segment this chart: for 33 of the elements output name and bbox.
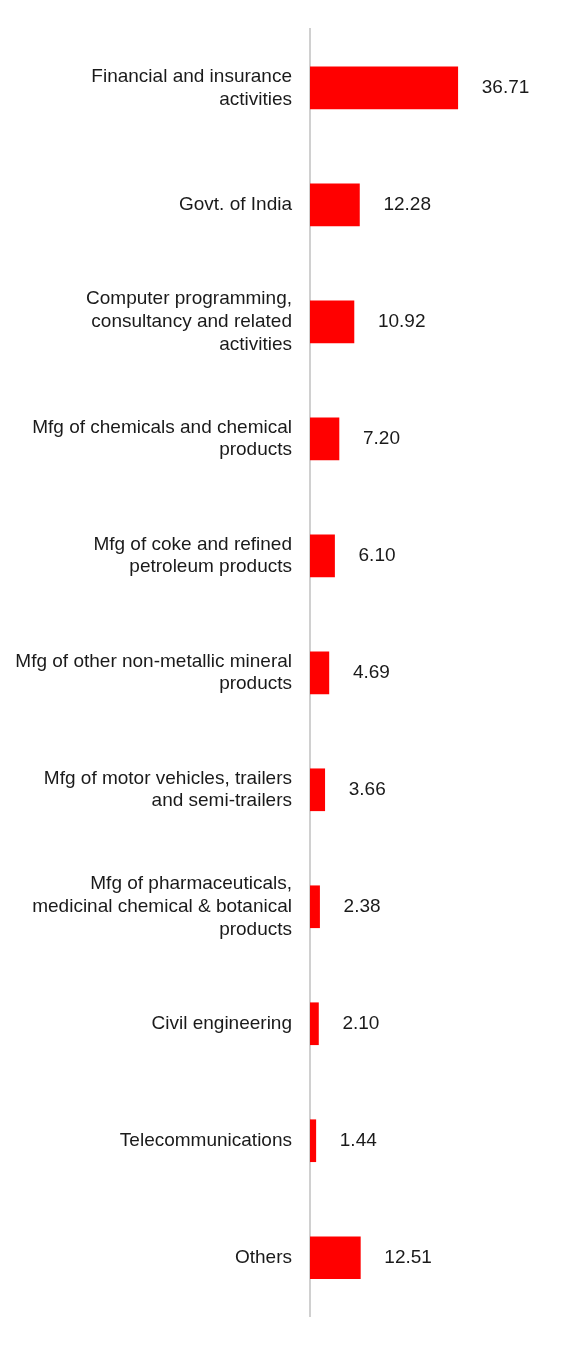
data-label: 4.69 [352,661,390,683]
y-tick-label: Telecommunications [119,1128,292,1150]
y-tick-label: Others [234,1245,292,1267]
data-label: 2.10 [342,1011,380,1033]
y-tick-label: Mfg of pharmaceuticals, medicinal chemical & botanical products [32,872,292,939]
data-label: 6.10 [358,544,396,566]
bar [310,183,360,227]
data-label: 1.44 [339,1128,378,1150]
bar [310,300,355,344]
data-label: 10.92 [377,310,426,332]
data-label: 12.28 [383,193,431,215]
y-tick-label: Govt. of India [178,193,293,215]
data-label: 7.20 [362,427,400,449]
data-label: 12.51 [384,1245,432,1267]
bar [310,1002,319,1046]
bar [310,417,340,461]
bar [310,1119,317,1163]
data-label: 3.66 [348,778,386,800]
y-tick-label: Mfg of motor vehicles, trailers and semi-trailers [43,766,292,811]
y-tick-label: Computer programming, consultancy and related activities [86,287,292,354]
y-tick-label: Civil engineering [151,1011,292,1033]
data-label: 2.38 [343,895,381,916]
y-tick-label: Financial and insurance activities [91,64,292,109]
bar [310,651,330,695]
y-tick-label: Mfg of other non-metallic mineral products [15,649,292,694]
data-label: 36.71 [481,76,530,98]
bar [310,66,459,110]
bar [310,1236,361,1280]
y-tick-label: Mfg of coke and refined petroleum products [93,532,292,577]
bar [310,768,326,812]
bar [310,534,335,578]
y-tick-label: Mfg of chemicals and chemical products [32,415,292,460]
bar [310,885,320,929]
